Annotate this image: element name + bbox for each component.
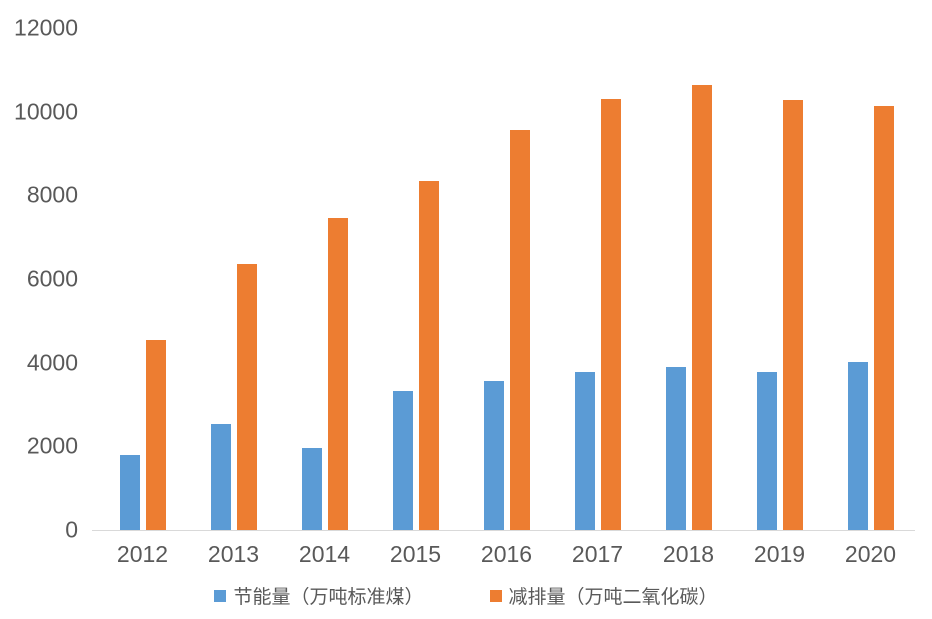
bar-series-0-2019 <box>756 372 777 530</box>
bar-series-1-2012 <box>145 340 166 530</box>
bar-series-0-2017 <box>574 372 595 530</box>
x-axis-tick-label: 2013 <box>207 541 260 567</box>
bar-series-0-2016 <box>483 381 504 530</box>
y-axis-tick-label: 8000 <box>26 181 78 208</box>
energy-saving-swatch-icon <box>214 589 227 602</box>
bar-series-1-2019 <box>782 100 803 530</box>
bar-series-0-2018 <box>665 367 686 530</box>
x-axis-tick-label: 2016 <box>480 541 533 567</box>
bar-series-0-2014 <box>301 448 322 530</box>
bar-series-0-2015 <box>392 391 413 530</box>
legend-item-emission-reduction: 减排量（万吨二氧化碳） <box>489 582 718 609</box>
y-axis-tick-label: 0 <box>65 516 78 543</box>
legend: 节能量（万吨标准煤） 减排量（万吨二氧化碳） <box>0 582 932 609</box>
y-axis-tick-label: 2000 <box>26 432 78 459</box>
bar-series-1-2016 <box>509 130 530 530</box>
emission-reduction-swatch-icon <box>489 589 502 602</box>
bar-series-1-2013 <box>236 264 257 530</box>
bar-series-1-2020 <box>873 106 894 530</box>
x-axis-line <box>92 530 915 531</box>
legend-label-energy-saving: 节能量（万吨标准煤） <box>233 587 424 608</box>
bar-series-0-2013 <box>210 424 231 530</box>
x-axis-tick-label: 2014 <box>298 541 351 567</box>
y-axis-tick-label: 4000 <box>26 349 78 376</box>
y-axis-tick-label: 12000 <box>14 14 78 41</box>
x-axis-tick-label: 2017 <box>571 541 624 567</box>
bar-series-0-2012 <box>119 455 140 530</box>
bar-series-1-2015 <box>418 181 439 530</box>
x-axis-tick-label: 2015 <box>389 541 442 567</box>
bar-series-1-2014 <box>327 218 348 530</box>
y-axis-tick-label: 6000 <box>26 265 78 292</box>
bar-series-1-2018 <box>691 85 712 530</box>
y-axis-tick-label: 10000 <box>14 98 78 125</box>
x-axis-tick-label: 2020 <box>844 541 897 567</box>
x-axis-tick-label: 2019 <box>753 541 806 567</box>
legend-label-emission-reduction: 减排量（万吨二氧化碳） <box>508 587 718 608</box>
x-axis-tick-label: 2018 <box>662 541 715 567</box>
bar-series-0-2020 <box>847 362 868 530</box>
bar-series-1-2017 <box>600 99 621 530</box>
legend-item-energy-saving: 节能量（万吨标准煤） <box>214 582 424 609</box>
x-axis-tick-label: 2012 <box>116 541 169 567</box>
